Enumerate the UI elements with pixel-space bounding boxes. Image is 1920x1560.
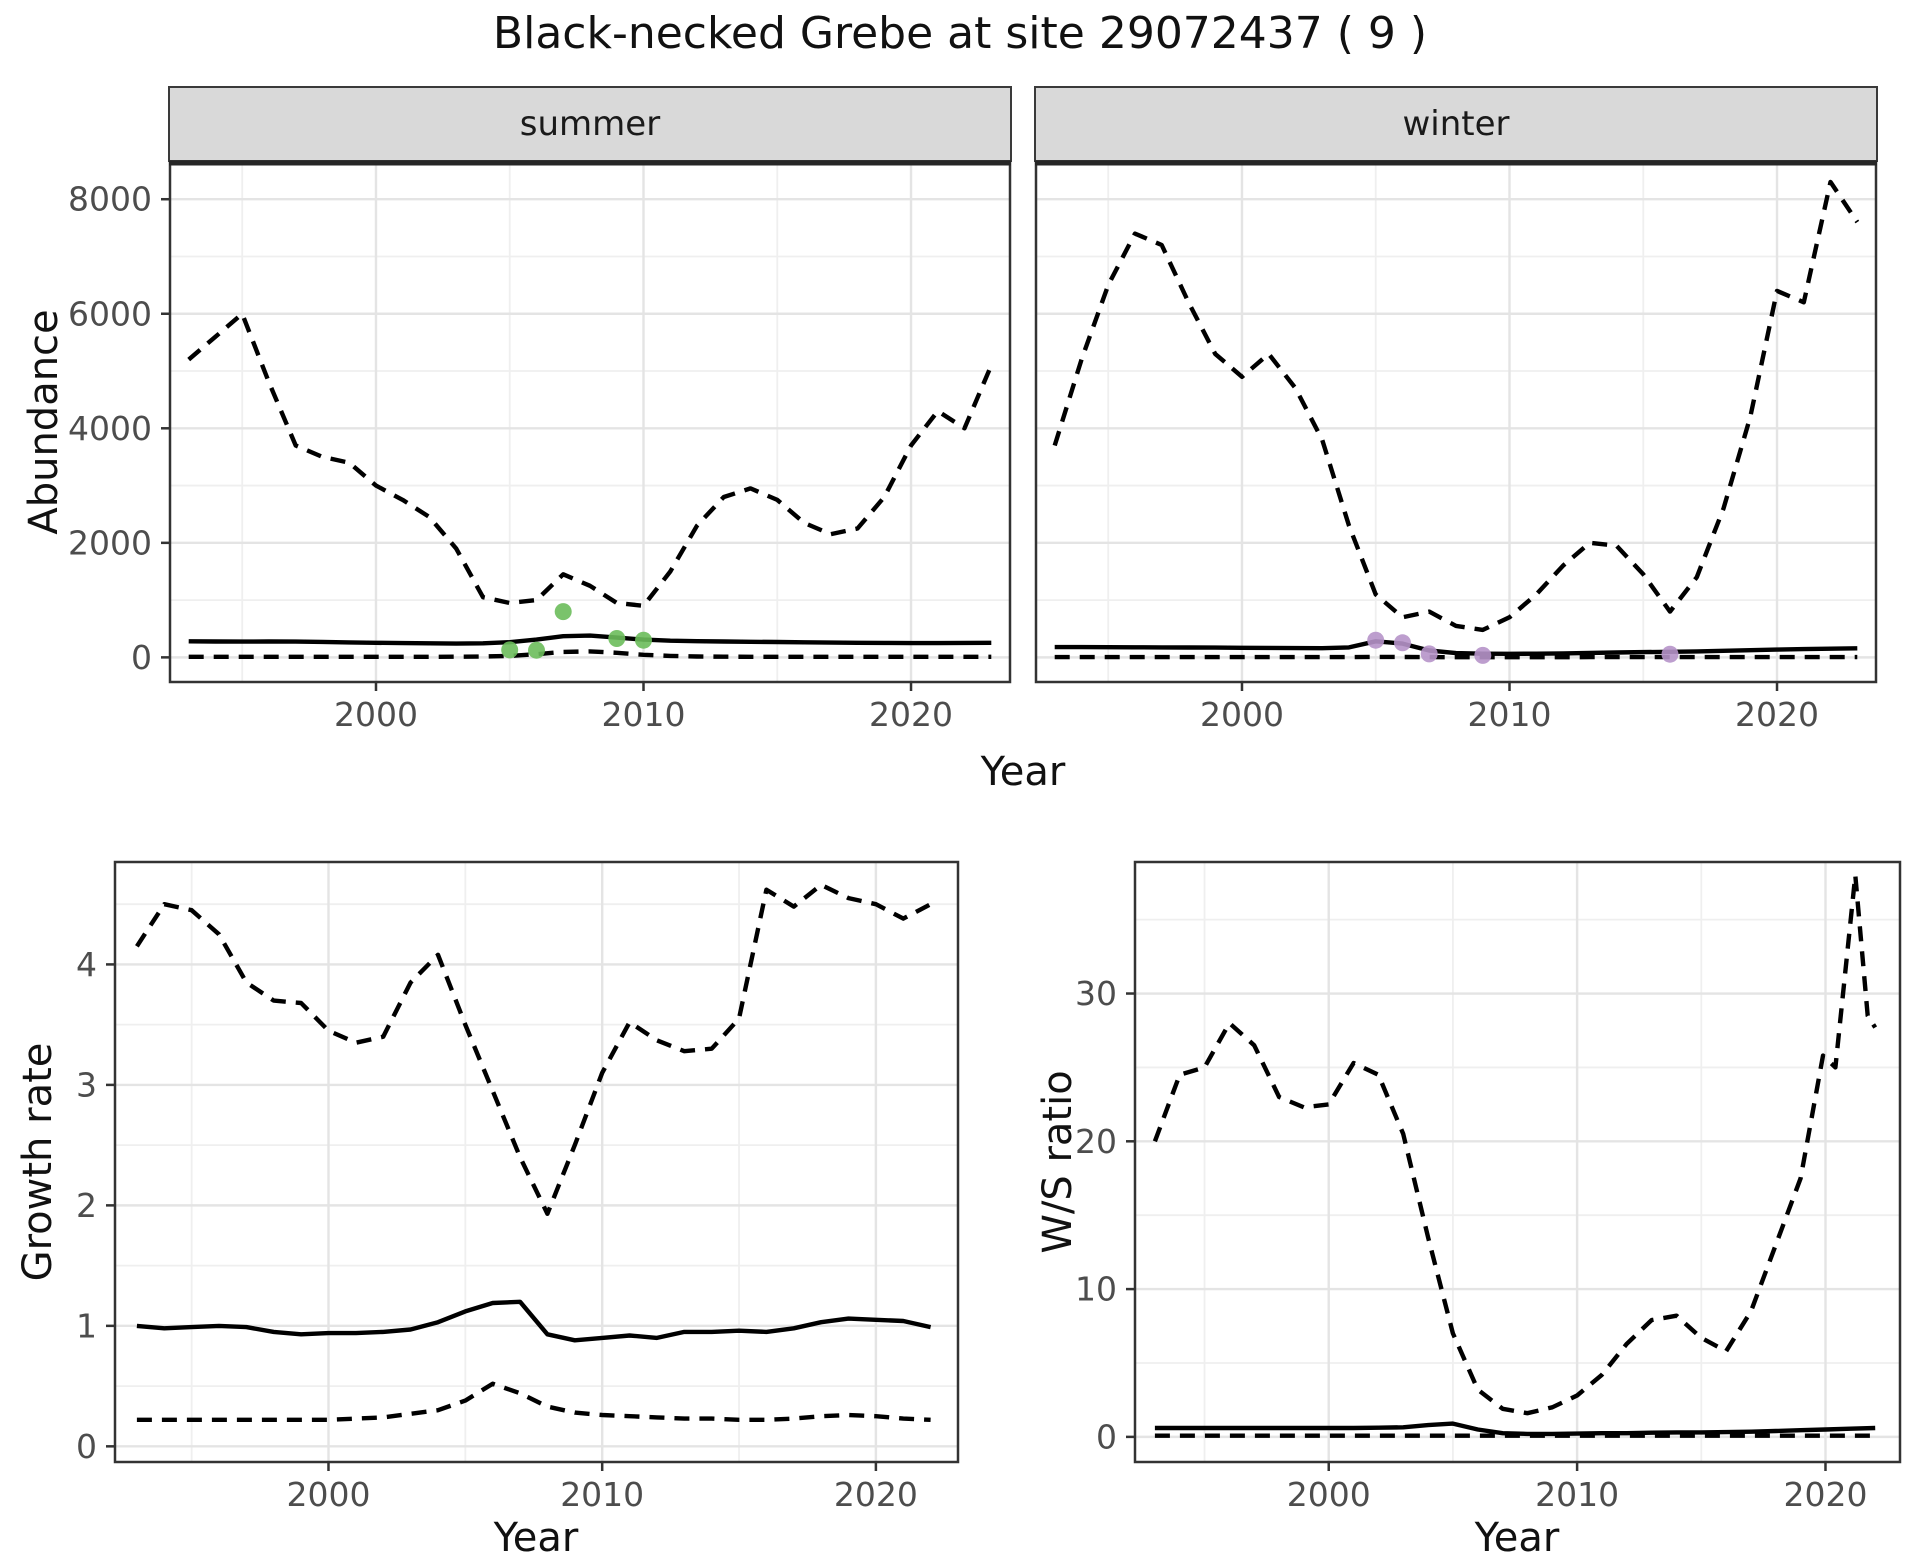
facet-strip-winter: winter [1034, 86, 1878, 162]
panel-winter: 2000 2010 2020 [1034, 160, 1878, 734]
series-upper_ci-path [1152, 873, 1878, 1416]
y-tick-label: 20 [1075, 1122, 1117, 1161]
y-tick-label: 0 [76, 1427, 97, 1466]
x-tick-label: 2010 [602, 695, 686, 734]
y-tick-label: 0 [131, 638, 152, 677]
series-upper_ci-path [187, 311, 994, 608]
series-fit-path [136, 1299, 932, 1343]
series-lower_ci-path [188, 649, 992, 659]
x-axis-title-year-growth: Year [493, 1515, 579, 1560]
y-axis-title-ws-ratio: W/S ratio [1035, 1070, 1081, 1254]
x-tick-label: 2020 [869, 695, 953, 734]
x-tick-label: 2020 [1783, 1475, 1867, 1514]
observed-point [1367, 631, 1385, 649]
observed-point [528, 641, 545, 659]
x-tick-label: 2010 [1468, 695, 1552, 734]
y-axis-title-growth-rate: Growth rate [15, 1042, 61, 1282]
series-upper_ci-path [1052, 179, 1860, 633]
facet-strip-summer-label: summer [519, 104, 661, 144]
facet-strip-summer: summer [168, 86, 1012, 162]
series-lower_ci-path [136, 1381, 931, 1422]
y-tick-label: 30 [1075, 974, 1117, 1013]
series-fit-path [1154, 1421, 1876, 1437]
panel-summer: 2000 2010 2020 0 2000 4000 6000 8000 [68, 160, 1012, 734]
y-tick-label: 4000 [68, 409, 152, 448]
y-tick-label: 10 [1075, 1270, 1117, 1309]
observed-point [1394, 634, 1411, 652]
x-tick-label: 2000 [1287, 1475, 1371, 1514]
y-tick-label: 4 [76, 945, 97, 984]
series-upper_ci-path [135, 882, 932, 1216]
y-tick-label: 3 [76, 1065, 97, 1104]
x-tick-label: 2010 [560, 1475, 644, 1514]
y-tick-label: 6000 [68, 294, 152, 333]
x-tick-label: 2000 [1200, 695, 1284, 734]
panel-border [113, 860, 960, 1464]
panel-border [168, 160, 1012, 684]
panel-growth: 2000 2010 2020 0 1 2 3 4 [76, 860, 960, 1514]
x-tick-label: 2000 [286, 1475, 370, 1514]
observed-point [608, 630, 626, 647]
chart-title: Black-necked Grebe at site 29072437 ( 9 … [492, 8, 1428, 59]
y-tick-label: 0 [1096, 1417, 1117, 1456]
observed-point [554, 603, 572, 621]
observed-point [1420, 645, 1438, 663]
x-axis-title-year-ws: Year [1474, 1515, 1560, 1560]
x-tick-label: 2020 [1735, 695, 1819, 734]
panel-ws: 2000 2010 2020 0 10 20 30 [1075, 860, 1902, 1514]
y-tick-label: 1 [76, 1306, 97, 1345]
x-tick-label: 2020 [834, 1475, 918, 1514]
observed-point [1474, 646, 1492, 664]
series-fit-path [1054, 639, 1858, 656]
x-tick-label: 2000 [334, 695, 418, 734]
series-fit-path [188, 633, 992, 646]
y-tick-label: 8000 [68, 180, 152, 219]
y-axis-title-abundance: Abundance [21, 309, 67, 535]
panel-border [1034, 160, 1878, 684]
y-tick-label: 2 [76, 1186, 97, 1225]
panel-border [1133, 860, 1902, 1464]
observed-point [635, 631, 652, 649]
x-tick-label: 2010 [1535, 1475, 1619, 1514]
observed-point [1661, 645, 1679, 663]
observed-point [501, 641, 519, 659]
x-axis-title-year-top: Year [980, 749, 1066, 795]
facet-strip-winter-label: winter [1402, 104, 1510, 144]
y-tick-label: 2000 [68, 523, 152, 562]
